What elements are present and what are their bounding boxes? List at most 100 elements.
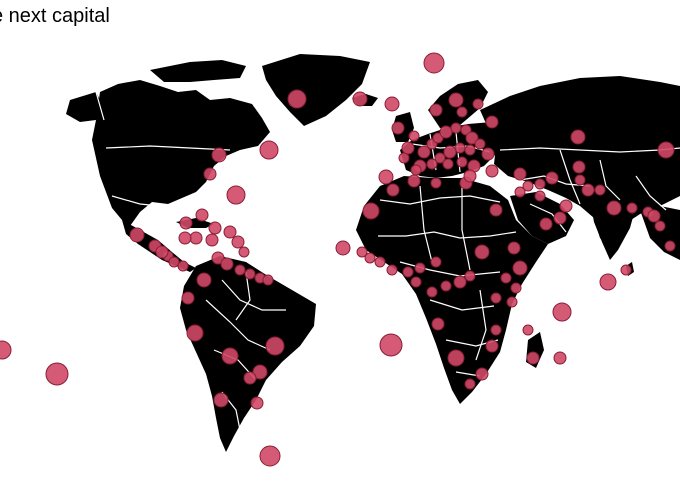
capital-marker xyxy=(364,252,376,264)
capital-marker xyxy=(481,147,495,161)
capital-marker xyxy=(356,246,368,258)
capital-marker xyxy=(581,183,595,197)
capital-marker xyxy=(408,130,420,142)
capital-markers xyxy=(0,52,676,467)
capital-marker xyxy=(510,282,522,294)
capital-marker xyxy=(0,340,12,360)
capital-marker xyxy=(559,199,573,213)
capital-marker xyxy=(489,203,503,217)
capital-marker xyxy=(386,183,400,197)
border-line xyxy=(635,175,667,211)
capital-marker xyxy=(490,324,502,336)
india xyxy=(590,196,636,260)
capital-marker xyxy=(220,257,234,271)
border-line xyxy=(559,149,581,205)
capital-marker xyxy=(211,147,227,163)
capital-marker xyxy=(402,266,414,278)
capital-marker xyxy=(265,336,285,356)
capital-marker xyxy=(620,264,632,276)
capital-marker xyxy=(539,217,553,231)
capital-marker xyxy=(500,272,512,284)
capital-marker xyxy=(443,145,457,159)
map-title: e next capital xyxy=(0,5,110,27)
capital-marker xyxy=(654,220,666,232)
capital-marker xyxy=(464,270,476,282)
greenland xyxy=(262,54,370,126)
capital-marker xyxy=(426,286,438,298)
capital-marker xyxy=(570,129,586,145)
capital-marker xyxy=(474,138,486,150)
capital-marker xyxy=(572,160,586,174)
capital-marker xyxy=(485,164,499,178)
capital-marker xyxy=(490,292,502,304)
capital-marker xyxy=(553,351,567,365)
capital-marker xyxy=(460,124,472,136)
capital-marker xyxy=(168,256,180,268)
capital-marker xyxy=(657,141,675,159)
capital-marker xyxy=(463,169,477,183)
capital-marker xyxy=(526,351,540,365)
capital-marker xyxy=(250,396,264,410)
capital-marker xyxy=(434,152,446,164)
capital-marker xyxy=(398,152,410,164)
capital-marker xyxy=(410,164,422,176)
capital-marker xyxy=(386,264,398,276)
capital-marker xyxy=(378,169,394,185)
capital-marker xyxy=(432,132,444,144)
capital-marker xyxy=(514,186,526,198)
capital-marker xyxy=(384,96,400,112)
capital-marker xyxy=(179,216,193,230)
border-line xyxy=(599,159,621,201)
capital-marker xyxy=(552,302,572,322)
capital-marker xyxy=(259,445,281,467)
capital-marker xyxy=(177,260,189,272)
capital-marker xyxy=(545,171,559,185)
capital-marker xyxy=(362,202,380,220)
capital-marker xyxy=(474,244,490,260)
capital-marker xyxy=(234,264,246,276)
capital-marker xyxy=(465,131,479,145)
africa xyxy=(356,176,548,404)
border-line xyxy=(205,299,271,351)
capital-marker xyxy=(447,349,465,367)
capital-marker xyxy=(574,174,586,186)
capital-marker xyxy=(223,225,237,239)
capital-marker xyxy=(442,158,454,170)
capital-marker xyxy=(211,251,225,265)
capital-marker xyxy=(513,167,527,181)
capital-marker xyxy=(664,240,676,252)
north-america xyxy=(92,80,270,226)
border-line xyxy=(95,91,105,121)
capital-marker xyxy=(379,333,403,357)
capital-marker xyxy=(243,371,257,385)
capital-marker xyxy=(475,367,489,381)
capital-marker xyxy=(374,256,386,268)
capital-marker xyxy=(391,121,405,135)
capital-marker xyxy=(186,324,204,342)
capital-marker xyxy=(456,156,468,168)
capital-marker xyxy=(512,260,528,276)
border-line xyxy=(111,195,161,207)
capital-marker xyxy=(178,231,192,245)
capital-marker xyxy=(262,274,274,286)
capital-marker xyxy=(231,235,245,249)
capital-marker xyxy=(454,142,466,154)
south-america xyxy=(180,256,316,452)
capital-marker xyxy=(464,378,476,390)
capital-marker xyxy=(440,280,452,292)
capital-marker xyxy=(448,92,464,108)
capital-marker xyxy=(599,273,617,291)
border-line xyxy=(221,279,286,311)
capital-marker xyxy=(647,209,661,223)
capital-marker xyxy=(430,177,442,189)
capital-marker xyxy=(196,272,212,288)
border-line xyxy=(529,203,567,233)
border-line xyxy=(235,271,251,321)
capital-marker xyxy=(626,202,638,214)
capital-marker xyxy=(205,233,219,247)
capital-marker xyxy=(417,145,431,159)
capital-marker xyxy=(45,362,69,386)
capital-marker xyxy=(208,221,222,235)
capital-marker xyxy=(464,144,476,156)
capital-marker xyxy=(181,291,195,305)
